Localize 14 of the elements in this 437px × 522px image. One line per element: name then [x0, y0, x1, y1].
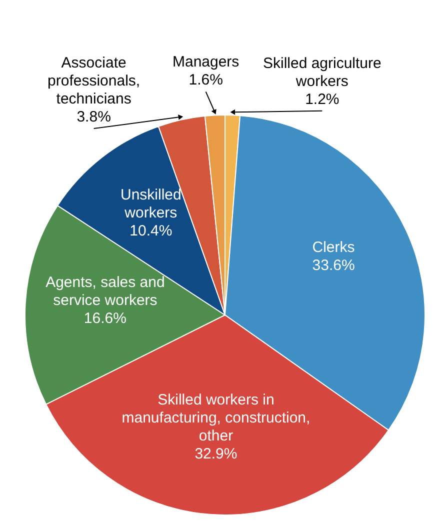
slice-label: Skilled workers in manufacturing, construction, other [122, 392, 310, 445]
data-label: 1.6% [188, 72, 223, 89]
data-label: 16.6% [84, 310, 126, 328]
data-label: 33.6% [312, 256, 355, 274]
slice-label: Agents, sales and service workers [46, 274, 165, 310]
slice-label: Associate professionals, technicians [48, 54, 140, 108]
slice-label: Unskilled workers [120, 186, 182, 222]
data-label: 1.2% [305, 90, 340, 108]
data-label: 32.9% [194, 446, 238, 463]
slice-label: Managers [172, 54, 240, 71]
slice-label: Skilled agriculture workers [262, 54, 382, 90]
data-label: 10.4% [130, 222, 172, 240]
data-label: 3.8% [76, 108, 111, 126]
slice-label: Clerks [312, 238, 355, 256]
